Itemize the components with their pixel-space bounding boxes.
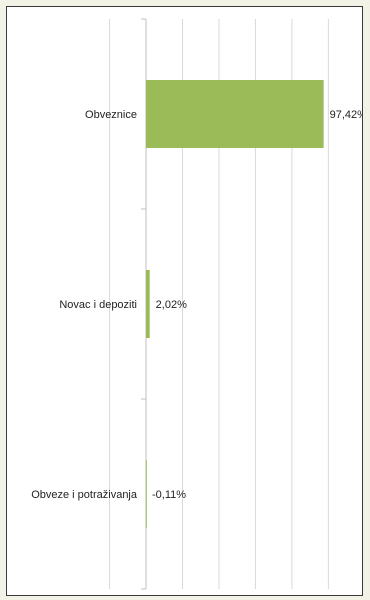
- category-label: Obveze i potraživanja: [31, 489, 138, 501]
- category-axis: [141, 18, 147, 590]
- category-label: Obveznice: [85, 109, 137, 121]
- data-label: -0,11%: [152, 489, 186, 501]
- data-label: 97,42%: [330, 109, 362, 121]
- bar: [146, 270, 150, 338]
- bars: [145, 80, 324, 528]
- category-label: Novac i depoziti: [59, 299, 137, 311]
- bar: [145, 460, 147, 528]
- bar: [146, 80, 324, 148]
- chart-frame: Obveznice 97,42% Novac i depoziti 2,02% Obve…: [6, 6, 363, 596]
- labels: Obveznice 97,42% Novac i depoziti 2,02% Obve…: [31, 109, 362, 501]
- data-label: 2,02%: [156, 299, 187, 311]
- bar-chart: Obveznice 97,42% Novac i depoziti 2,02% Obve…: [31, 18, 362, 590]
